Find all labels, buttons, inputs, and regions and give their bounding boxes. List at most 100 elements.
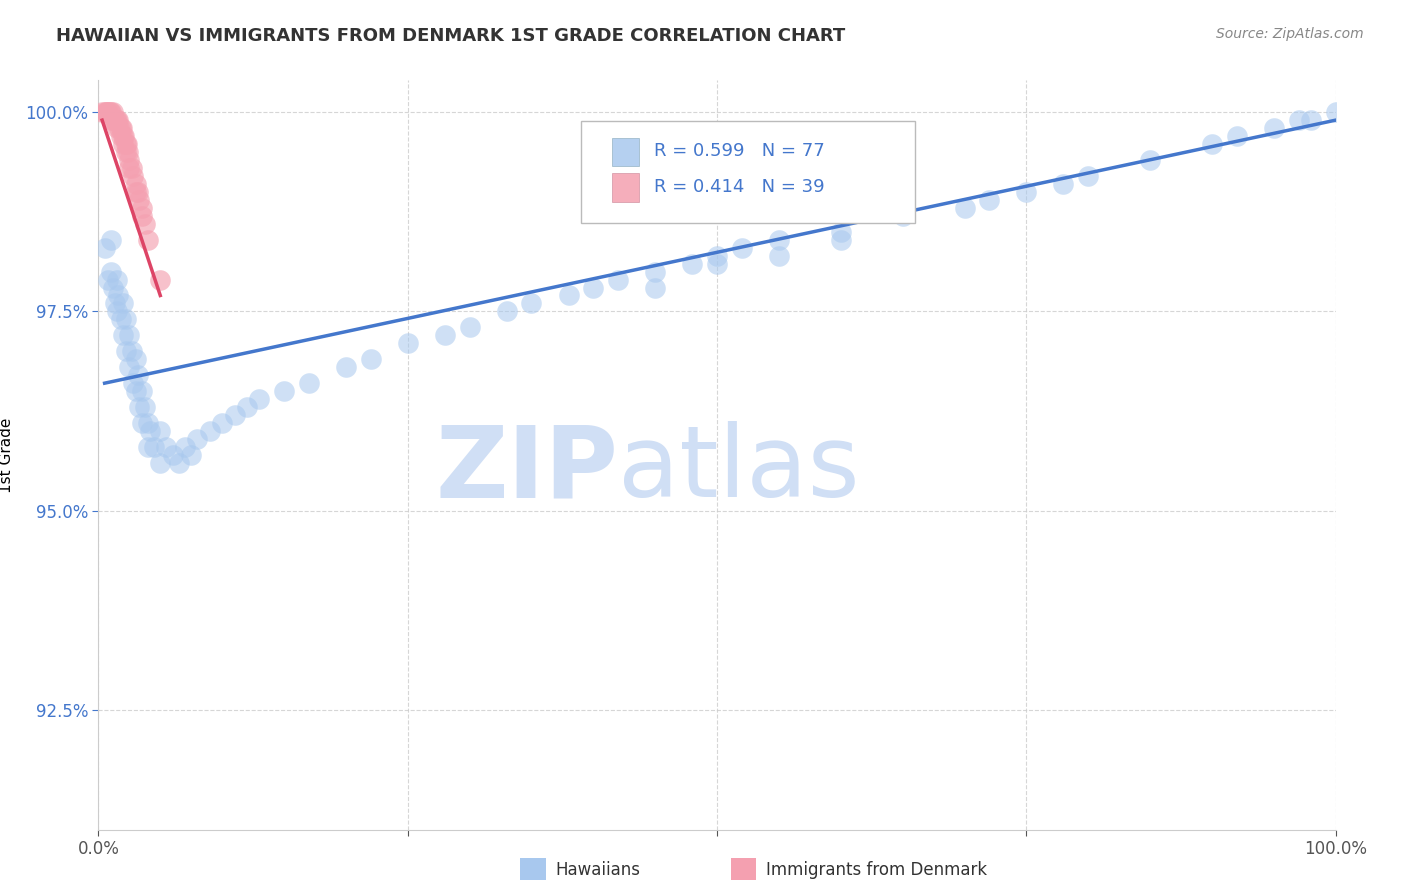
Point: [149, 456, 172, 470]
Point: [105, 121, 128, 136]
Point: [91, 105, 114, 120]
Point: [167, 456, 190, 470]
Point: [731, 241, 754, 255]
Point: [433, 328, 456, 343]
Point: [114, 344, 136, 359]
Point: [103, 113, 125, 128]
Point: [118, 360, 141, 375]
Point: [131, 384, 153, 399]
Point: [121, 344, 143, 359]
Text: Immigrants from Denmark: Immigrants from Denmark: [766, 861, 987, 879]
Point: [1288, 113, 1310, 128]
Point: [1324, 105, 1347, 120]
Point: [149, 424, 172, 438]
Point: [830, 225, 852, 239]
Point: [118, 153, 141, 167]
Bar: [612, 173, 640, 202]
Text: Hawaiians: Hawaiians: [555, 861, 640, 879]
Point: [114, 145, 136, 159]
Point: [247, 392, 270, 406]
Point: [128, 400, 150, 414]
Text: atlas: atlas: [619, 421, 859, 518]
Point: [112, 136, 135, 151]
Point: [103, 296, 125, 310]
Point: [108, 121, 131, 136]
Y-axis label: 1st Grade: 1st Grade: [0, 417, 14, 492]
Point: [100, 113, 122, 128]
Point: [607, 272, 630, 286]
Point: [1077, 169, 1099, 183]
Point: [335, 360, 357, 375]
Point: [149, 272, 172, 286]
Point: [103, 105, 125, 120]
Point: [127, 185, 149, 199]
Point: [104, 113, 127, 128]
Point: [1263, 121, 1285, 136]
Point: [768, 233, 790, 247]
Point: [1052, 177, 1074, 191]
Point: [396, 336, 419, 351]
Point: [124, 352, 146, 367]
Point: [136, 440, 159, 454]
Point: [103, 113, 125, 128]
Point: [180, 448, 202, 462]
Text: ZIP: ZIP: [436, 421, 619, 518]
Point: [112, 129, 135, 144]
Point: [98, 105, 121, 120]
Point: [979, 193, 1001, 207]
Bar: [612, 138, 640, 167]
Point: [273, 384, 295, 399]
Point: [105, 113, 128, 128]
Point: [298, 376, 321, 391]
Point: [131, 201, 153, 215]
Point: [224, 408, 246, 422]
Point: [174, 440, 197, 454]
Point: [110, 312, 132, 326]
Point: [107, 113, 129, 128]
Point: [458, 320, 481, 334]
Point: [136, 233, 159, 247]
Point: [131, 416, 153, 430]
Point: [96, 105, 118, 120]
Point: [114, 136, 136, 151]
Point: [139, 424, 162, 438]
Point: [360, 352, 382, 367]
Point: [97, 105, 120, 120]
Point: [110, 121, 132, 136]
Point: [644, 280, 666, 294]
Point: [128, 193, 150, 207]
Point: [112, 296, 135, 310]
Point: [830, 233, 852, 247]
Point: [681, 257, 703, 271]
Point: [162, 448, 184, 462]
Point: [236, 400, 259, 414]
Point: [100, 233, 122, 247]
Text: Source: ZipAtlas.com: Source: ZipAtlas.com: [1216, 27, 1364, 41]
Point: [124, 185, 146, 199]
Point: [520, 296, 543, 310]
Point: [124, 384, 146, 399]
Point: [111, 121, 134, 136]
Point: [115, 136, 138, 151]
Point: [1139, 153, 1161, 167]
Point: [110, 129, 132, 144]
Point: [127, 368, 149, 383]
Point: [495, 304, 517, 318]
Point: [131, 209, 153, 223]
Point: [112, 328, 135, 343]
Point: [121, 161, 143, 175]
Point: [557, 288, 579, 302]
Point: [706, 249, 728, 263]
Point: [706, 257, 728, 271]
Point: [582, 280, 605, 294]
Point: [136, 416, 159, 430]
Point: [107, 288, 129, 302]
Point: [122, 169, 145, 183]
Text: R = 0.414   N = 39: R = 0.414 N = 39: [654, 178, 824, 196]
Point: [118, 161, 141, 175]
Point: [134, 217, 156, 231]
Point: [891, 209, 914, 223]
Point: [114, 312, 136, 326]
Point: [122, 376, 145, 391]
Point: [97, 272, 120, 286]
